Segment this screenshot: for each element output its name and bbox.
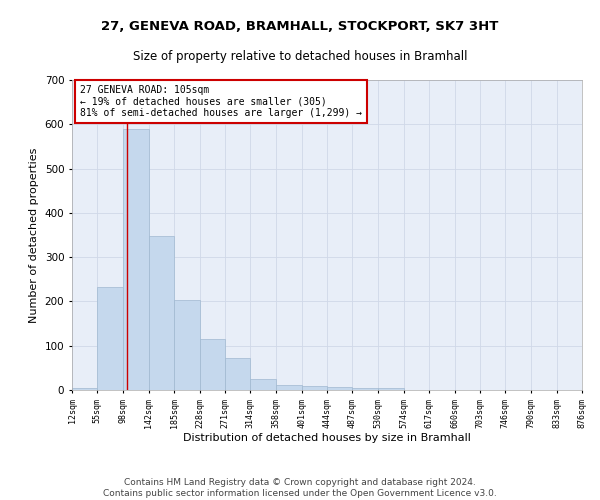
Bar	[174, 300, 199, 390]
Y-axis label: Number of detached properties: Number of detached properties	[29, 148, 39, 322]
Bar	[123, 128, 149, 390]
Bar	[199, 339, 225, 390]
Bar	[302, 386, 327, 390]
Bar	[352, 388, 378, 390]
Bar	[378, 388, 404, 390]
Bar	[149, 236, 174, 390]
Text: 27, GENEVA ROAD, BRAMHALL, STOCKPORT, SK7 3HT: 27, GENEVA ROAD, BRAMHALL, STOCKPORT, SK…	[101, 20, 499, 33]
Bar	[72, 388, 97, 390]
Text: Size of property relative to detached houses in Bramhall: Size of property relative to detached ho…	[133, 50, 467, 63]
Bar	[225, 358, 250, 390]
Text: 27 GENEVA ROAD: 105sqm
← 19% of detached houses are smaller (305)
81% of semi-de: 27 GENEVA ROAD: 105sqm ← 19% of detached…	[80, 84, 362, 118]
Bar	[327, 388, 352, 390]
Bar	[250, 379, 276, 390]
Text: Contains HM Land Registry data © Crown copyright and database right 2024.
Contai: Contains HM Land Registry data © Crown c…	[103, 478, 497, 498]
Bar	[276, 384, 302, 390]
X-axis label: Distribution of detached houses by size in Bramhall: Distribution of detached houses by size …	[183, 433, 471, 443]
Bar	[97, 287, 123, 390]
